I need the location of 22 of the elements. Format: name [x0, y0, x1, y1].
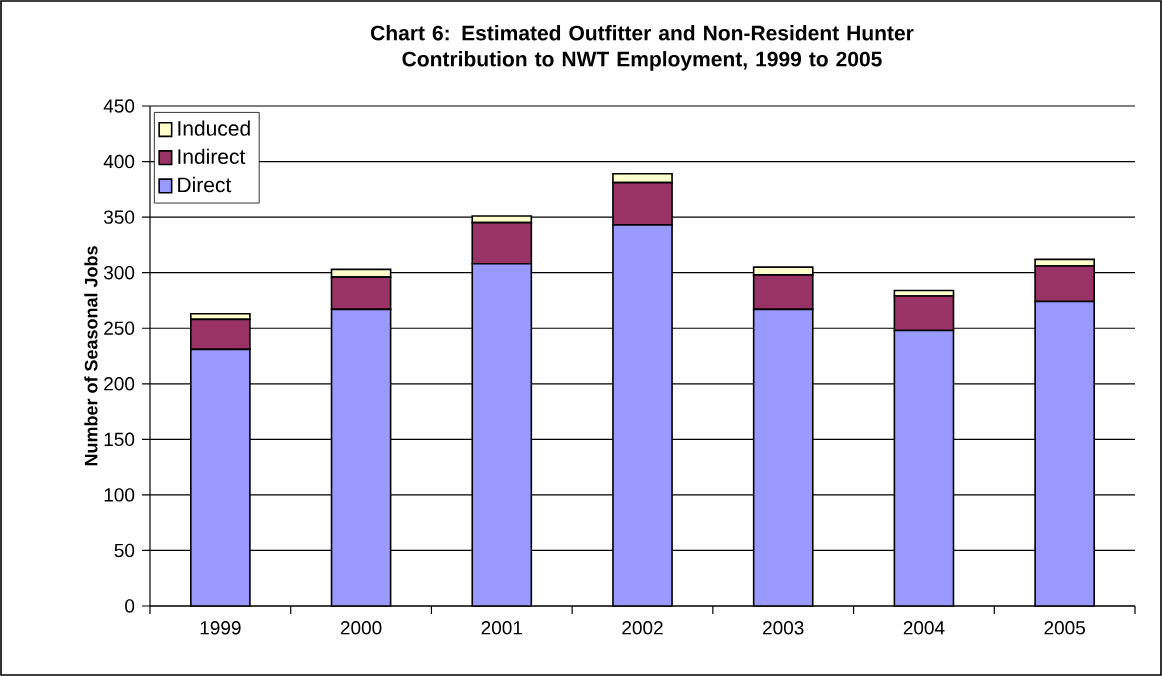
y-tick-label: 450 — [103, 99, 135, 113]
x-tick-label: 2001 — [481, 621, 522, 635]
y-tick-label: 0 — [125, 599, 135, 613]
y-tick-label: 250 — [104, 321, 135, 335]
y-tick-label: 200 — [104, 377, 135, 391]
x-tick-label: 2005 — [1044, 621, 1085, 635]
chart-title: Chart 6: Estimated Outfitter and Non-Resident Hunter Contribution to NWT Employment, 1999 to 2005 — [371, 25, 914, 71]
x-tick-label: 2004 — [903, 621, 945, 635]
y-tick-label: 150 — [104, 432, 135, 447]
y-tick-label: 300 — [103, 265, 135, 280]
y-tick-label: 100 — [104, 488, 135, 502]
y-tick-label: 50 — [114, 543, 135, 558]
y-axis-title: Number of Seasonal Jobs — [84, 246, 98, 466]
legend-label: Induced — [178, 120, 250, 136]
x-tick-label: 2000 — [340, 621, 382, 635]
legend-label: Direct — [178, 176, 232, 193]
x-tick-label: 2003 — [763, 621, 804, 635]
y-tick-label: 400 — [103, 154, 135, 169]
legend-label: Indirect — [178, 148, 246, 165]
y-tick-label: 350 — [103, 210, 135, 224]
x-tick-label: 1999 — [200, 621, 241, 635]
x-tick-label: 2002 — [622, 621, 663, 635]
